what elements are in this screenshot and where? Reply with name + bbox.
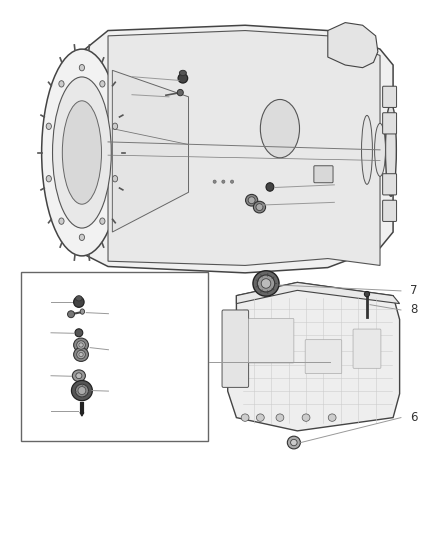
Ellipse shape: [75, 384, 88, 397]
Text: 6: 6: [34, 369, 42, 382]
Text: 5: 5: [336, 195, 344, 208]
Ellipse shape: [113, 123, 118, 130]
FancyBboxPatch shape: [353, 329, 381, 368]
Ellipse shape: [78, 386, 86, 394]
FancyBboxPatch shape: [305, 340, 342, 374]
Ellipse shape: [46, 123, 51, 130]
Ellipse shape: [257, 275, 275, 292]
Ellipse shape: [71, 381, 92, 401]
Ellipse shape: [79, 343, 83, 347]
Text: 3: 3: [120, 87, 127, 100]
Ellipse shape: [261, 279, 271, 288]
Text: 7: 7: [118, 385, 126, 398]
Polygon shape: [108, 30, 380, 265]
Ellipse shape: [59, 80, 64, 87]
Ellipse shape: [74, 297, 84, 308]
Text: 2: 2: [34, 295, 42, 309]
Ellipse shape: [246, 195, 258, 206]
Ellipse shape: [76, 296, 82, 301]
Polygon shape: [80, 413, 84, 416]
Ellipse shape: [77, 350, 85, 359]
FancyBboxPatch shape: [314, 166, 333, 183]
Bar: [21, 272, 208, 441]
Ellipse shape: [177, 90, 184, 96]
Ellipse shape: [59, 218, 64, 224]
Ellipse shape: [374, 123, 385, 176]
Text: 2: 2: [120, 69, 127, 82]
Ellipse shape: [178, 74, 187, 83]
Ellipse shape: [76, 373, 82, 378]
Ellipse shape: [113, 175, 118, 182]
Ellipse shape: [213, 180, 216, 183]
Ellipse shape: [287, 436, 300, 449]
Ellipse shape: [241, 414, 249, 421]
Ellipse shape: [79, 234, 85, 240]
Ellipse shape: [75, 329, 83, 337]
FancyBboxPatch shape: [383, 86, 396, 108]
Ellipse shape: [230, 180, 233, 183]
Ellipse shape: [79, 352, 83, 357]
Text: 3: 3: [118, 307, 125, 320]
Ellipse shape: [222, 180, 225, 183]
Ellipse shape: [74, 338, 88, 352]
Ellipse shape: [276, 414, 284, 421]
Ellipse shape: [248, 197, 255, 204]
FancyBboxPatch shape: [249, 318, 294, 363]
Text: 4: 4: [34, 326, 42, 340]
Text: 8: 8: [34, 404, 42, 417]
Text: 1: 1: [332, 356, 339, 368]
Polygon shape: [237, 282, 399, 304]
Ellipse shape: [290, 439, 297, 446]
Ellipse shape: [62, 101, 102, 204]
FancyBboxPatch shape: [222, 310, 249, 387]
Ellipse shape: [77, 341, 85, 349]
Ellipse shape: [302, 414, 310, 421]
Ellipse shape: [328, 414, 336, 421]
Ellipse shape: [67, 311, 74, 318]
Text: 6: 6: [410, 411, 418, 424]
Polygon shape: [228, 282, 399, 431]
Ellipse shape: [53, 77, 111, 228]
Ellipse shape: [42, 49, 122, 256]
Ellipse shape: [80, 309, 85, 314]
Ellipse shape: [266, 183, 274, 191]
Polygon shape: [82, 25, 393, 273]
Text: 4: 4: [336, 178, 344, 191]
Ellipse shape: [46, 175, 51, 182]
Ellipse shape: [253, 201, 265, 213]
Ellipse shape: [256, 204, 263, 211]
Ellipse shape: [260, 100, 300, 158]
FancyBboxPatch shape: [383, 174, 396, 195]
FancyBboxPatch shape: [383, 113, 396, 134]
Ellipse shape: [100, 80, 105, 87]
Text: 5: 5: [118, 343, 125, 356]
Text: 8: 8: [410, 303, 418, 317]
Ellipse shape: [100, 218, 105, 224]
Ellipse shape: [256, 414, 264, 421]
Polygon shape: [113, 70, 188, 232]
Ellipse shape: [253, 271, 279, 296]
Ellipse shape: [72, 370, 85, 382]
Ellipse shape: [79, 64, 85, 71]
Ellipse shape: [361, 115, 372, 184]
Ellipse shape: [364, 292, 370, 297]
Ellipse shape: [385, 103, 396, 196]
FancyBboxPatch shape: [383, 200, 396, 221]
Ellipse shape: [180, 70, 186, 76]
Text: 7: 7: [410, 285, 418, 297]
Polygon shape: [328, 22, 378, 68]
Ellipse shape: [74, 348, 88, 361]
